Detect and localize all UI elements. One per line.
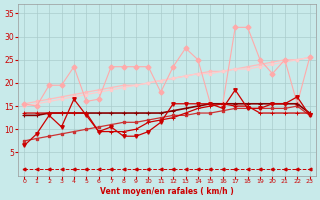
X-axis label: Vent moyen/en rafales ( km/h ): Vent moyen/en rafales ( km/h ) (100, 187, 234, 196)
